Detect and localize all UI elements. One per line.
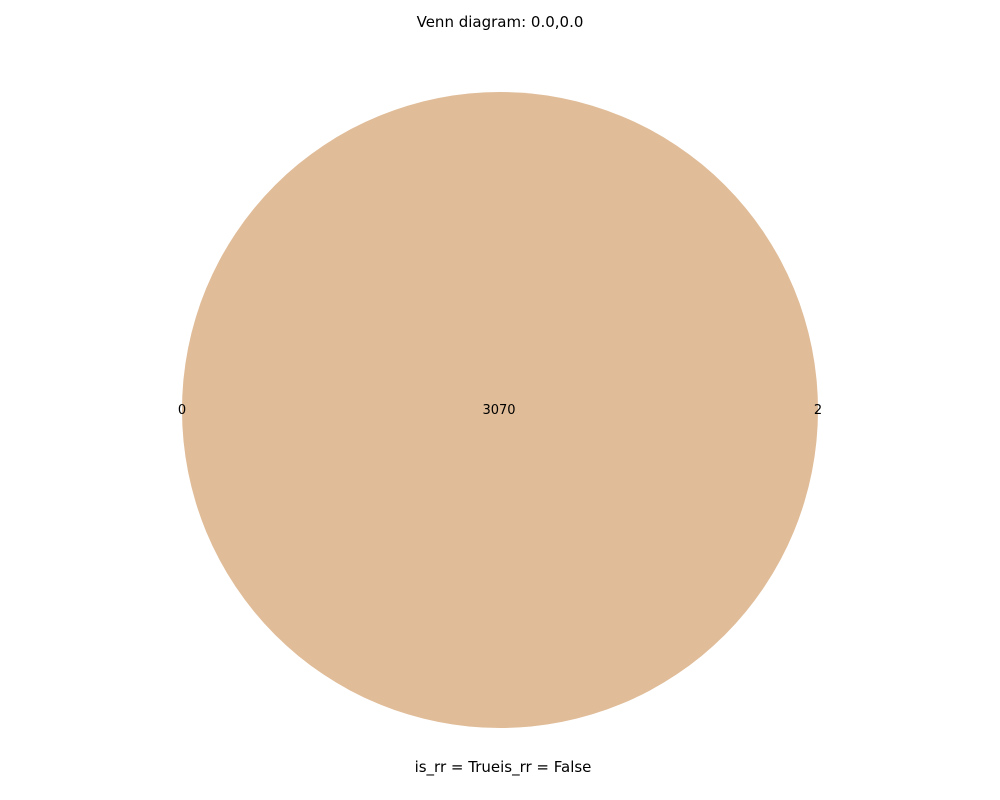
region-label-overlap: 3070 <box>482 403 515 418</box>
region-label-left-only: 0 <box>178 403 186 418</box>
region-label-right-only: 2 <box>814 403 822 418</box>
venn-overlap-circle <box>182 92 818 728</box>
chart-title: Venn diagram: 0.0,0.0 <box>417 13 584 31</box>
set-labels: is_rr = Trueis_rr = False <box>415 758 592 777</box>
